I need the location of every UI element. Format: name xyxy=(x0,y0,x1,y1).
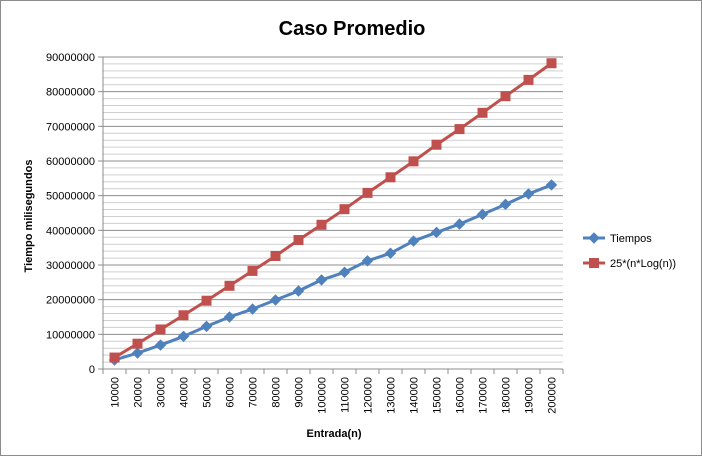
data-point xyxy=(431,139,442,150)
data-point xyxy=(200,320,213,333)
data-point xyxy=(339,204,350,215)
legend[interactable]: Tiempos 25*(n*Log(n)) xyxy=(583,232,676,270)
series xyxy=(108,58,558,366)
data-point xyxy=(477,107,488,118)
chart-title: Caso Promedio xyxy=(279,18,426,40)
series-1 xyxy=(108,179,558,366)
y-tick-labels: 0 10000000 20000000 30000000 40000000 5000000… xyxy=(46,52,95,376)
data-point xyxy=(499,198,512,211)
data-point xyxy=(523,74,534,85)
data-point xyxy=(109,352,120,363)
x-tick-label: 170000 xyxy=(478,377,490,414)
data-point xyxy=(223,311,236,323)
x-tick-labels: 10000 20000 30000 40000 50000 60000 70000 80000… xyxy=(110,377,559,414)
data-point xyxy=(224,280,235,291)
data-point xyxy=(269,294,282,306)
data-point xyxy=(407,235,420,247)
grid-lines xyxy=(103,56,563,363)
axes xyxy=(98,56,564,374)
data-point xyxy=(155,324,166,335)
x-tick-label: 120000 xyxy=(363,377,375,414)
data-point xyxy=(247,265,258,276)
x-axis-title: Entrada(n) xyxy=(307,428,362,440)
x-tick-label: 90000 xyxy=(294,377,306,408)
y-tick-label: 50000000 xyxy=(46,191,95,203)
x-tick-label: 140000 xyxy=(409,377,421,414)
y-tick-label: 90000000 xyxy=(46,52,95,64)
data-point xyxy=(132,338,143,349)
data-point xyxy=(270,250,281,261)
data-point xyxy=(545,179,558,191)
data-point xyxy=(154,339,167,351)
data-point xyxy=(476,208,489,221)
legend-label: Tiempos xyxy=(610,233,652,245)
x-tick-label: 70000 xyxy=(248,377,260,408)
data-point xyxy=(362,187,373,198)
y-tick-label: 0 xyxy=(89,364,95,376)
y-tick-label: 80000000 xyxy=(46,87,95,99)
y-axis-title: Tiempo milisegundos xyxy=(23,160,35,273)
data-point xyxy=(293,235,304,246)
x-tick-label: 20000 xyxy=(133,377,145,408)
x-tick-label: 50000 xyxy=(202,377,214,408)
data-point xyxy=(177,330,190,343)
y-tick-label: 70000000 xyxy=(46,121,95,133)
x-tick-label: 100000 xyxy=(317,377,329,414)
x-tick-label: 110000 xyxy=(340,377,352,413)
x-tick-label: 80000 xyxy=(271,377,283,408)
data-point xyxy=(384,247,397,259)
data-point xyxy=(546,58,557,69)
data-point xyxy=(361,255,374,267)
legend-item[interactable]: Tiempos xyxy=(583,232,652,245)
x-tick-label: 200000 xyxy=(547,377,559,414)
data-point xyxy=(454,124,465,135)
series-line xyxy=(114,183,553,362)
data-point xyxy=(292,285,305,297)
data-point xyxy=(246,303,259,315)
data-point xyxy=(131,347,144,359)
data-point xyxy=(315,274,328,286)
data-point xyxy=(522,188,535,200)
x-tick-label: 60000 xyxy=(225,377,237,408)
y-tick-label: 60000000 xyxy=(46,156,95,168)
x-tick-label: 180000 xyxy=(501,377,513,414)
x-tick-label: 10000 xyxy=(110,377,122,408)
data-point xyxy=(385,172,396,183)
data-point xyxy=(316,219,327,230)
series-2 xyxy=(109,58,557,363)
x-tick-label: 190000 xyxy=(524,377,536,414)
data-point xyxy=(500,91,511,102)
y-tick-label: 20000000 xyxy=(46,295,95,307)
legend-marker xyxy=(589,258,599,268)
legend-marker xyxy=(588,232,600,244)
y-tick-label: 10000000 xyxy=(46,329,95,341)
data-point xyxy=(453,218,466,230)
x-tick-label: 130000 xyxy=(386,377,398,414)
data-point xyxy=(201,295,212,306)
y-tick-label: 40000000 xyxy=(46,225,95,237)
data-point xyxy=(338,266,351,278)
data-point xyxy=(178,310,189,321)
legend-item[interactable]: 25*(n*Log(n)) xyxy=(583,258,676,270)
legend-label: 25*(n*Log(n)) xyxy=(610,258,676,270)
x-tick-label: 30000 xyxy=(156,377,168,408)
y-tick-label: 30000000 xyxy=(46,260,95,272)
x-tick-label: 40000 xyxy=(179,377,191,408)
x-tick-label: 150000 xyxy=(432,377,444,414)
data-point xyxy=(408,156,419,167)
data-point xyxy=(430,226,443,239)
x-tick-label: 160000 xyxy=(455,377,467,414)
